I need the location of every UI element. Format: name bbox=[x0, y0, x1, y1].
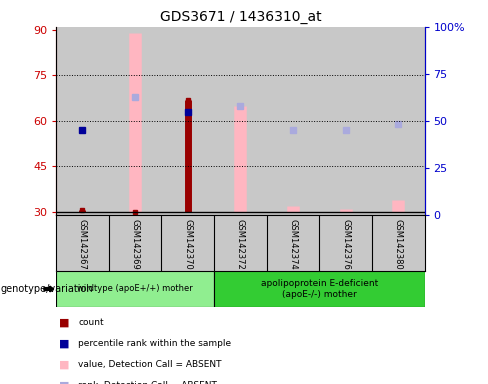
Bar bbox=[319, 27, 372, 215]
Text: rank, Detection Call = ABSENT: rank, Detection Call = ABSENT bbox=[78, 381, 217, 384]
Text: ■: ■ bbox=[59, 360, 69, 370]
Text: percentile rank within the sample: percentile rank within the sample bbox=[78, 339, 231, 348]
Text: GSM142380: GSM142380 bbox=[394, 220, 403, 270]
Bar bbox=[266, 27, 319, 215]
Text: count: count bbox=[78, 318, 104, 327]
Bar bbox=[214, 27, 266, 215]
Bar bbox=[56, 27, 109, 215]
Bar bbox=[56, 271, 214, 307]
Text: GSM142374: GSM142374 bbox=[288, 220, 298, 270]
Bar bbox=[214, 271, 425, 307]
Text: GSM142376: GSM142376 bbox=[341, 220, 350, 270]
Text: value, Detection Call = ABSENT: value, Detection Call = ABSENT bbox=[78, 360, 222, 369]
Bar bbox=[372, 27, 425, 215]
Bar bbox=[109, 27, 162, 215]
Text: ■: ■ bbox=[59, 318, 69, 328]
Text: genotype/variation: genotype/variation bbox=[0, 284, 93, 294]
Text: ■: ■ bbox=[59, 339, 69, 349]
Text: GSM142372: GSM142372 bbox=[236, 220, 245, 270]
Text: GSM142367: GSM142367 bbox=[78, 220, 87, 270]
Title: GDS3671 / 1436310_at: GDS3671 / 1436310_at bbox=[160, 10, 321, 25]
Text: GSM142369: GSM142369 bbox=[131, 220, 140, 270]
Text: GSM142370: GSM142370 bbox=[183, 220, 192, 270]
Text: wildtype (apoE+/+) mother: wildtype (apoE+/+) mother bbox=[77, 285, 193, 293]
Bar bbox=[162, 27, 214, 215]
Text: apolipoprotein E-deficient
(apoE-/-) mother: apolipoprotein E-deficient (apoE-/-) mot… bbox=[261, 279, 378, 299]
Text: ■: ■ bbox=[59, 381, 69, 384]
